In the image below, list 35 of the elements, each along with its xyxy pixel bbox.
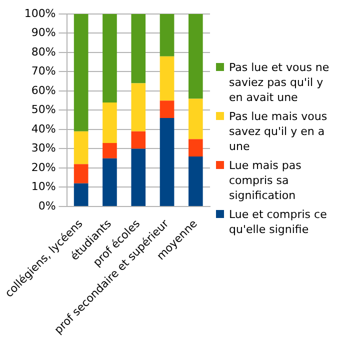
bar xyxy=(102,158,117,206)
y-tick-label: 50% xyxy=(31,103,56,116)
bar xyxy=(188,139,203,156)
legend-label: Pas lue et vous ne saviez pas qu'il y en avait une xyxy=(229,60,330,105)
legend-label: Pas lue mais vous savez qu'il y en a une xyxy=(229,109,328,154)
y-tick-label: 60% xyxy=(31,84,56,97)
y-tick-label: 20% xyxy=(31,160,56,174)
bar xyxy=(102,102,117,143)
bar xyxy=(131,148,146,206)
bar xyxy=(74,131,88,164)
bar xyxy=(74,183,88,206)
bar xyxy=(102,14,117,103)
y-tick-label: 40% xyxy=(31,122,56,136)
legend-label: Lue mais pas compris sa signification xyxy=(229,158,302,203)
y-tick-label: 80% xyxy=(31,45,56,58)
y-tick-label: 10% xyxy=(31,180,56,194)
bar xyxy=(188,98,203,140)
bar xyxy=(131,83,146,132)
bar xyxy=(131,131,146,149)
bar xyxy=(188,156,203,206)
y-tick-label: 0% xyxy=(38,199,56,212)
bar xyxy=(102,142,117,158)
bar xyxy=(131,14,146,84)
y-tick-label: 90% xyxy=(31,26,56,40)
y-tick-label: 30% xyxy=(31,142,56,155)
y-tick-label: 70% xyxy=(31,64,56,78)
bar xyxy=(188,14,203,99)
bar xyxy=(160,14,174,56)
legend-label: Lue et compris ce qu'elle signifie xyxy=(229,207,328,237)
bar xyxy=(74,164,88,184)
y-tick-label: 100% xyxy=(24,6,56,20)
bar xyxy=(160,56,174,101)
bar xyxy=(160,118,174,206)
bar xyxy=(74,14,88,132)
bar xyxy=(160,100,174,118)
